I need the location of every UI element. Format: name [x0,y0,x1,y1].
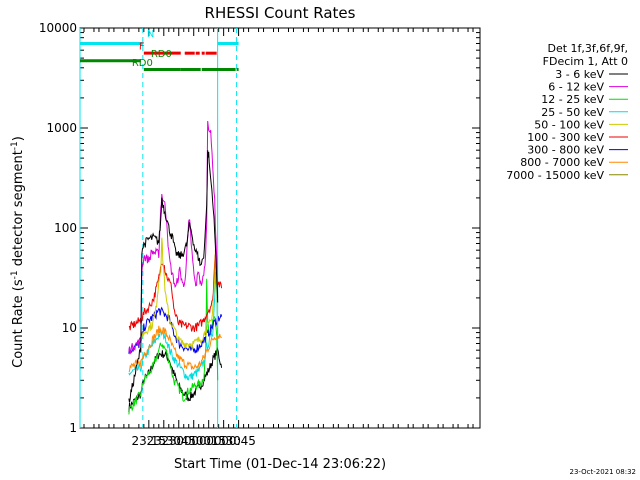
legend: Det 1f,3f,6f,9f, FDecim 1, Att 0 3 - 6 k… [506,42,628,182]
series-line-12-25-kev [128,278,219,415]
x-tick-label: 00:30 [206,434,241,448]
x-tick-label: 00:45 [221,434,256,448]
legend-label: 300 - 800 keV [527,144,604,157]
legend-label: 25 - 50 keV [541,106,604,119]
x-tick-label: 23:15 [132,434,167,448]
x-tick-label: 23:45 [161,434,196,448]
series-line-800-7000-kev [128,325,222,373]
legend-label: 50 - 100 keV [534,118,604,131]
legend-label: 100 - 300 keV [527,131,604,144]
chart-title: RHESSI Count Rates [205,4,356,22]
legend-label: 3 - 6 keV [555,68,604,81]
y-tick-label: 10000 [39,21,77,35]
legend-label: 12 - 25 keV [541,93,604,106]
series-line-25-50-kev [128,271,219,381]
x-tick-label: 00:00 [176,434,211,448]
x-tick-label: 23:30 [146,434,181,448]
legend-label: 6 - 12 keV [548,81,604,94]
y-tick-label: 100 [54,221,77,235]
series-line-3-6-kev [128,150,219,403]
state-label-n: N [147,29,154,40]
series-line-100-300-kev [128,253,223,332]
state-label-f: F [139,41,145,52]
y-axis-label: Count Rate (s-1 detector segment-1) [10,136,26,368]
x-tick-label: 00:15 [191,434,226,448]
legend-label: 800 - 7000 keV [520,156,604,169]
legend-header-line-2: FDecim 1, Att 0 [543,55,628,68]
footer-date: 23-Oct-2021 08:32 [570,468,636,476]
legend-label: 7000 - 15000 keV [506,169,604,182]
legend-header-line-1: Det 1f,3f,6f,9f, [547,42,628,55]
series-line-6-12-kev [128,120,219,355]
x-axis-label: Start Time (01-Dec-14 23:06:22) [174,457,386,472]
y-tick-label: 1 [69,421,77,435]
y-tick-label: 1000 [46,121,77,135]
series-line-50-100-kev [140,236,219,349]
series-line-300-800-kev [128,306,223,354]
state-label-rd0: RD0 [151,49,172,60]
state-label-rd0: RD0 [132,58,153,69]
y-tick-label: 10 [62,321,77,335]
